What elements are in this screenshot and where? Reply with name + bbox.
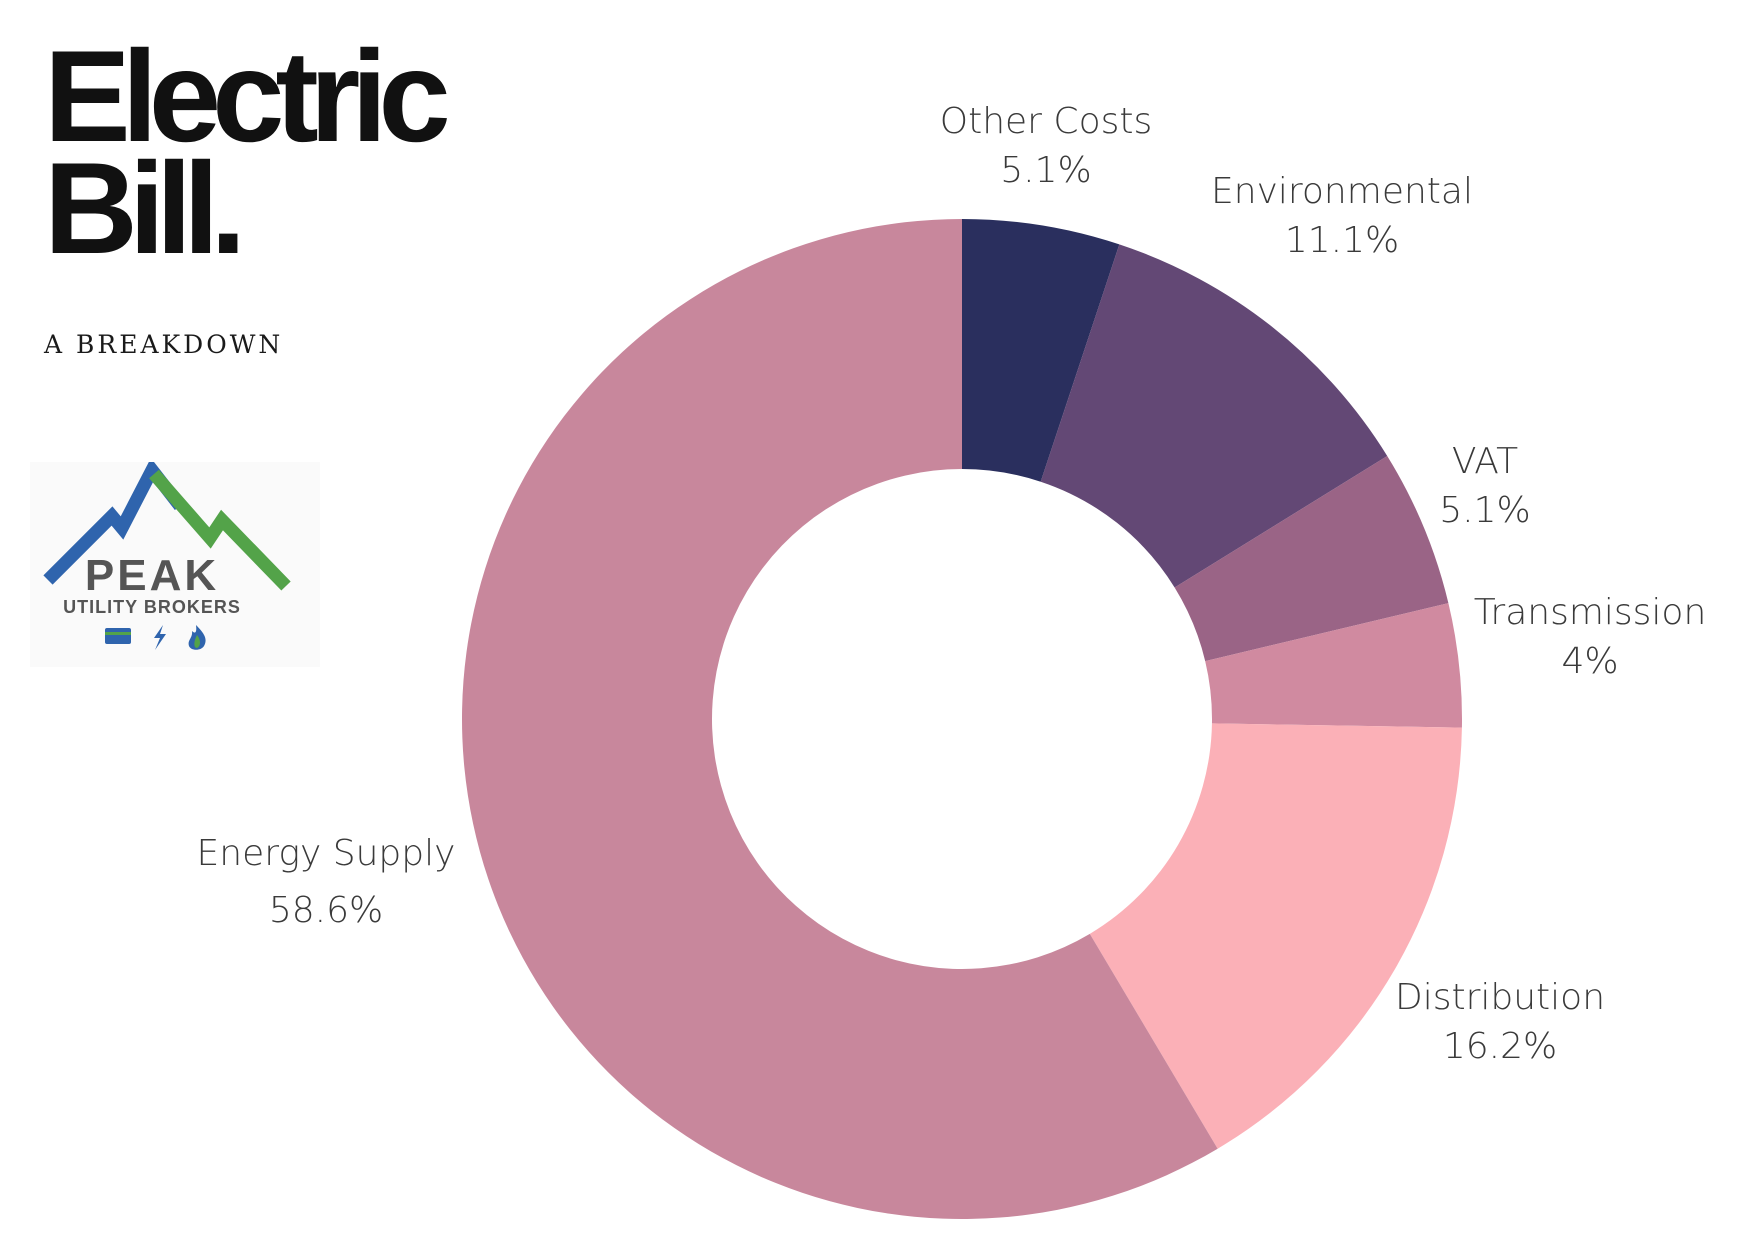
slice-value-label: 58.6% — [269, 890, 383, 931]
slice-value-label: 5.1% — [1000, 150, 1091, 191]
peak-logo: PEAK UTILITY BROKERS — [30, 457, 320, 667]
title-line-2: Bill. — [44, 135, 246, 281]
page-title: Electric Bill. — [44, 23, 451, 281]
logo-tagline: UTILITY BROKERS — [63, 597, 241, 617]
title-line-1: Electric — [44, 23, 451, 169]
labels-group: Other Costs 5.1% Environmental 11.1% VAT 5.1%… — [197, 101, 1707, 1067]
slice-value-label: 4% — [1561, 641, 1618, 682]
subtitle: A BREAKDOWN — [44, 330, 284, 359]
slice-label: Distribution — [1395, 977, 1605, 1018]
card-icon — [105, 628, 131, 644]
logo-name: PEAK — [85, 551, 219, 600]
slice-value-label: 16.2% — [1443, 1026, 1557, 1067]
slice-label: Other Costs — [940, 101, 1152, 142]
slice-environmental — [1040, 244, 1388, 588]
slice-label: Transmission — [1474, 592, 1707, 633]
slice-vat — [1174, 455, 1449, 662]
slice-value-label: 5.1% — [1439, 490, 1530, 531]
slice-energy-supply — [462, 219, 1218, 1219]
mountain-green-icon — [149, 469, 291, 591]
slice-transmission — [1205, 603, 1462, 728]
slices-group — [462, 219, 1462, 1219]
slice-distribution — [1089, 723, 1462, 1149]
slice-other-costs — [962, 219, 1120, 482]
slice-label: Environmental — [1211, 171, 1473, 212]
slice-value-label: 11.1% — [1285, 220, 1399, 261]
lightning-icon — [154, 625, 166, 650]
slice-label: VAT — [1452, 441, 1518, 482]
slice-label: Energy Supply — [197, 833, 456, 874]
